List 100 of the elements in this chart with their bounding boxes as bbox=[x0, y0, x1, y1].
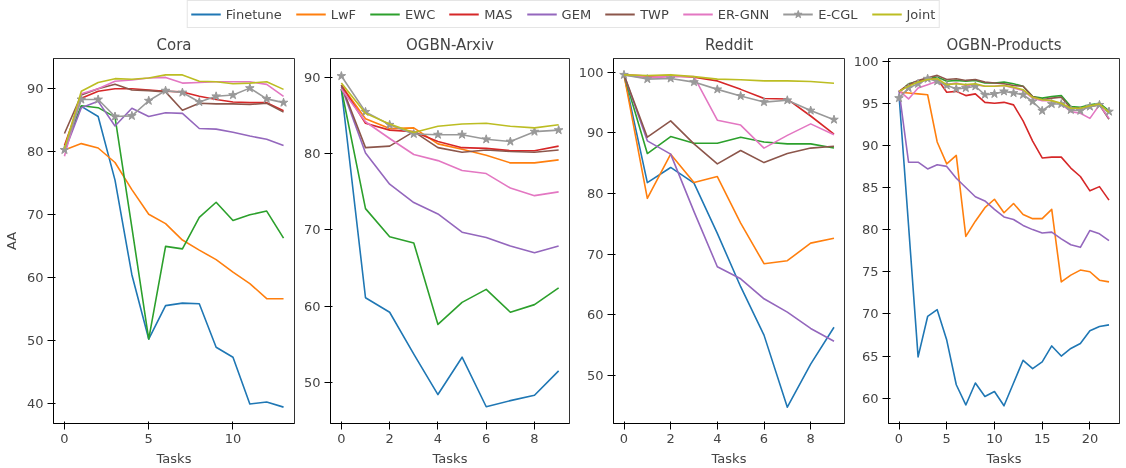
point bbox=[1046, 99, 1057, 109]
x-axis-title: Tasks bbox=[431, 450, 468, 466]
line-series bbox=[340, 88, 560, 326]
x-tick-label: 10 bbox=[986, 430, 1003, 446]
x-tick-label: 2 bbox=[385, 430, 394, 446]
y-tick-label: 40 bbox=[26, 396, 44, 412]
y-tick-label: 85 bbox=[861, 179, 879, 195]
x-tick-label: 4 bbox=[433, 430, 443, 446]
legend-label: ER-GNN bbox=[717, 6, 770, 22]
line-series bbox=[63, 83, 285, 135]
legend-label: E-CGL bbox=[818, 6, 858, 22]
point bbox=[59, 144, 70, 155]
x-tick-label: 0 bbox=[619, 430, 629, 446]
point bbox=[805, 105, 816, 115]
point bbox=[735, 91, 746, 101]
x-tick-label: 20 bbox=[1081, 430, 1099, 446]
x-tick-label: 8 bbox=[806, 430, 815, 446]
point bbox=[712, 84, 723, 94]
point bbox=[1018, 89, 1028, 99]
y-axis-title: AA bbox=[3, 231, 19, 251]
point bbox=[1037, 105, 1047, 115]
y-tick-label: 60 bbox=[26, 270, 44, 286]
chart-title: Reddit bbox=[704, 35, 754, 54]
point bbox=[143, 95, 154, 105]
legend-label: Joint bbox=[906, 6, 936, 22]
point bbox=[759, 97, 769, 107]
point bbox=[505, 136, 516, 146]
y-tick-label: 90 bbox=[26, 81, 44, 97]
x-tick-label: 5 bbox=[144, 430, 153, 446]
point bbox=[228, 90, 238, 100]
y-tick-label: 70 bbox=[303, 222, 321, 238]
point bbox=[829, 114, 839, 124]
y-tick-label: 80 bbox=[861, 222, 879, 238]
legend-label: TWP bbox=[640, 6, 669, 22]
y-tick-label: 90 bbox=[303, 70, 321, 86]
point bbox=[177, 87, 188, 97]
point bbox=[127, 110, 137, 121]
x-axis-title: Tasks bbox=[710, 450, 747, 466]
point bbox=[261, 93, 272, 103]
point bbox=[951, 83, 962, 93]
x-tick-label: 6 bbox=[482, 430, 491, 446]
legend-label: LwF bbox=[330, 6, 357, 22]
line-series bbox=[898, 89, 1110, 249]
point bbox=[642, 74, 653, 84]
point bbox=[336, 71, 347, 81]
chart-title: OGBN-Products bbox=[946, 35, 1062, 54]
y-tick-label: 90 bbox=[861, 137, 879, 153]
point bbox=[481, 134, 491, 144]
y-tick-label: 70 bbox=[861, 306, 879, 322]
point bbox=[93, 94, 103, 104]
legend-label: EWC bbox=[405, 6, 436, 22]
y-tick-label: 60 bbox=[861, 390, 879, 406]
y-tick-label: 70 bbox=[586, 246, 604, 262]
x-tick-label: 0 bbox=[894, 430, 904, 446]
point bbox=[194, 97, 205, 107]
y-tick-label: 70 bbox=[26, 207, 44, 223]
y-tick-label: 60 bbox=[303, 298, 321, 314]
point bbox=[894, 93, 904, 103]
y-tick-label: 50 bbox=[586, 367, 604, 383]
point bbox=[980, 89, 990, 99]
legend-label: Finetune bbox=[225, 6, 282, 22]
x-tick-label: 0 bbox=[337, 430, 346, 446]
y-tick-label: 60 bbox=[586, 307, 604, 323]
point bbox=[211, 91, 221, 101]
legend-label: GEM bbox=[561, 6, 592, 22]
x-tick-label: 4 bbox=[713, 430, 722, 446]
point bbox=[961, 83, 971, 93]
y-tick-label: 95 bbox=[861, 95, 879, 111]
y-tick-label: 80 bbox=[26, 144, 44, 160]
x-tick-label: 5 bbox=[942, 430, 951, 446]
x-tick-label: 2 bbox=[666, 430, 675, 446]
point bbox=[278, 97, 289, 107]
point bbox=[553, 125, 564, 135]
point bbox=[433, 129, 443, 139]
y-tick-label: 65 bbox=[861, 348, 879, 364]
x-tick-label: 10 bbox=[224, 430, 242, 446]
x-axis-title: Tasks bbox=[985, 450, 1022, 466]
point bbox=[782, 95, 793, 105]
point bbox=[457, 129, 467, 139]
y-tick-label: 90 bbox=[586, 125, 604, 141]
x-tick-label: 15 bbox=[1033, 430, 1051, 446]
x-tick-label: 6 bbox=[759, 430, 769, 446]
y-tick-label: 80 bbox=[586, 185, 604, 201]
x-tick-label: 8 bbox=[530, 430, 539, 446]
point bbox=[110, 111, 120, 121]
y-tick-label: 75 bbox=[861, 264, 879, 280]
x-axis-title: Tasks bbox=[155, 450, 192, 466]
y-tick-label: 50 bbox=[303, 374, 321, 390]
y-tick-label: 100 bbox=[578, 64, 604, 80]
y-tick-label: 80 bbox=[303, 146, 321, 162]
line-series bbox=[340, 88, 560, 197]
point bbox=[245, 83, 255, 93]
point bbox=[999, 86, 1009, 96]
line-series bbox=[340, 85, 560, 254]
y-tick-label: 100 bbox=[853, 53, 879, 69]
point bbox=[160, 85, 171, 95]
point bbox=[689, 77, 699, 87]
x-tick-label: 0 bbox=[60, 430, 69, 446]
chart-title: OGBN-Arxiv bbox=[406, 35, 495, 54]
chart-title: Cora bbox=[156, 35, 192, 54]
